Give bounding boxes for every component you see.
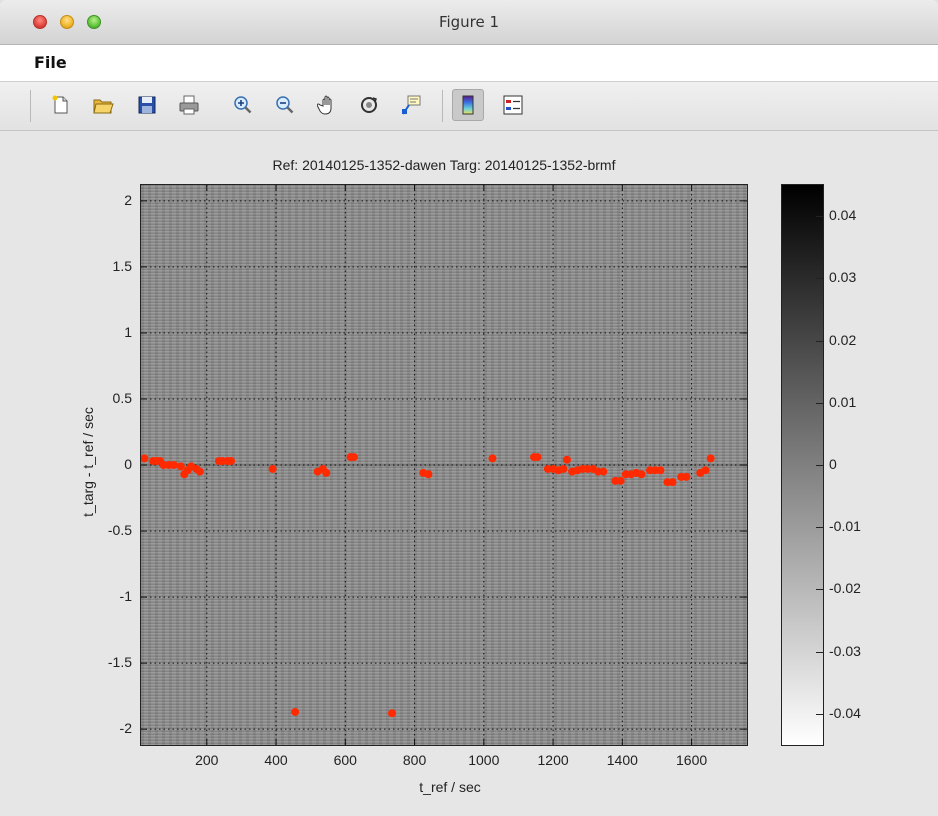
data-point: [388, 709, 397, 718]
y-tick-label: -0.5: [107, 522, 132, 539]
x-tick-label: 1000: [468, 752, 500, 768]
colorbar-tick-mark: [816, 216, 824, 218]
data-point: [616, 476, 625, 485]
colorbar-tick-mark: [816, 713, 824, 715]
data-point: [559, 464, 568, 473]
legend-icon[interactable]: [502, 94, 524, 116]
y-axis-label: t_targ - t_ref / sec: [80, 407, 96, 517]
colorbar-tick-label: -0.03: [829, 642, 861, 659]
data-point: [349, 453, 358, 462]
x-tick-label: 1400: [606, 752, 638, 768]
data-point: [562, 455, 571, 464]
data-point: [533, 453, 542, 462]
data-point: [701, 466, 710, 475]
plot-axes[interactable]: [140, 184, 748, 746]
data-point: [488, 454, 497, 463]
x-tick-label: 400: [264, 752, 288, 768]
title-bar: Figure 1: [0, 0, 938, 45]
minimize-window-button[interactable]: [60, 15, 74, 29]
data-point: [227, 457, 236, 466]
data-point: [291, 707, 300, 716]
colorbar-tick-label: 0.04: [829, 207, 857, 224]
colorbar-tick-mark: [816, 340, 824, 342]
colorbar-tick-label: 0.01: [829, 393, 857, 410]
data-point: [706, 454, 715, 463]
x-tick-label: 200: [195, 752, 219, 768]
data-point: [656, 466, 665, 475]
colorbar-tick-label: 0.02: [829, 331, 857, 348]
colorbar-icon[interactable]: [457, 94, 479, 116]
data-point: [637, 470, 646, 479]
colorbar-tick-mark: [816, 589, 824, 591]
colorbar-tick-mark: [816, 527, 824, 529]
colorbar-tick-mark: [816, 465, 824, 466]
colorbar-tick-mark: [816, 651, 824, 653]
data-point: [424, 470, 433, 479]
colorbar-tick-label: -0.02: [829, 580, 861, 597]
plot-title: Ref: 20140125-1352-dawen Targ: 20140125-…: [272, 157, 616, 173]
plot-svg: [141, 185, 747, 745]
data-point: [322, 468, 331, 477]
data-point: [141, 454, 149, 463]
x-tick-label: 1200: [537, 752, 569, 768]
y-tick-label: 1: [124, 323, 132, 340]
y-tick-label: -2: [119, 720, 132, 737]
colorbar-tick-label: -0.01: [829, 518, 861, 535]
x-tick-label: 1600: [676, 752, 708, 768]
menu-file[interactable]: File: [34, 53, 67, 72]
pan-hand-icon[interactable]: [317, 94, 339, 116]
data-point: [682, 472, 691, 481]
toolbar-separator: [442, 90, 443, 122]
data-point: [176, 462, 185, 471]
x-tick-label: 600: [333, 752, 357, 768]
menu-bar: File: [0, 45, 938, 82]
close-window-button[interactable]: [33, 15, 47, 29]
y-tick-label: -1.5: [107, 654, 132, 671]
toolbar-separator: [30, 90, 31, 122]
colorbar-tick-label: -0.04: [829, 704, 861, 721]
data-point: [668, 478, 677, 487]
x-axis-label: t_ref / sec: [419, 779, 481, 795]
new-figure-icon[interactable]: [50, 94, 72, 116]
colorbar-tick-label: 0.03: [829, 269, 857, 286]
toolbar: [0, 82, 938, 131]
data-point: [169, 461, 178, 469]
zoom-in-icon[interactable]: [232, 94, 254, 116]
data-cursor-icon[interactable]: [400, 94, 422, 116]
data-point: [599, 467, 608, 476]
y-tick-label: 0.5: [112, 389, 132, 406]
data-point: [268, 464, 277, 473]
x-tick-label: 800: [402, 752, 427, 768]
rotate-3d-icon[interactable]: [358, 94, 380, 116]
y-tick-label: 2: [124, 191, 132, 208]
y-tick-label: -1: [119, 588, 132, 605]
open-file-icon[interactable]: [92, 94, 114, 116]
colorbar-tick-mark: [816, 402, 824, 404]
maximize-window-button[interactable]: [87, 15, 101, 29]
y-tick-label: 0: [124, 456, 132, 472]
data-point: [195, 467, 204, 476]
zoom-out-icon[interactable]: [274, 94, 296, 116]
colorbar-tick-mark: [816, 278, 824, 280]
y-tick-label: 1.5: [112, 257, 132, 274]
print-icon[interactable]: [178, 94, 200, 116]
window-title: Figure 1: [438, 13, 500, 31]
colorbar-tick-label: 0: [829, 456, 837, 472]
save-icon[interactable]: [136, 94, 158, 116]
